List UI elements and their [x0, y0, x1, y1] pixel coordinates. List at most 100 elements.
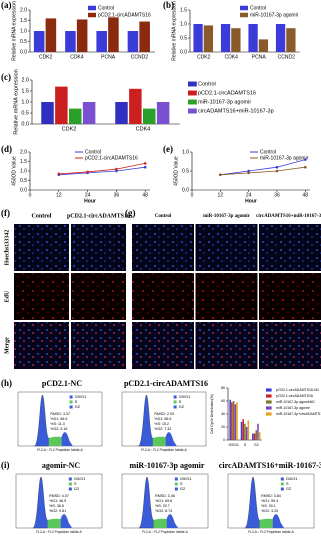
stat: RMSD: 3.37 — [50, 412, 70, 416]
micrograph — [195, 224, 258, 271]
y-tick-label: 0 — [223, 438, 225, 442]
legend-label: miR-10167-3p agomir — [198, 99, 251, 105]
legend-swatch — [280, 482, 284, 486]
panel-label: (b) — [163, 0, 174, 10]
bar — [252, 433, 254, 440]
legend-swatch — [174, 482, 178, 486]
column-header: pCD2.1-circADAMTS16 — [67, 213, 130, 219]
y-tick-label: 60 — [221, 399, 225, 403]
legend-label: S — [286, 481, 289, 486]
legend-label: miR-10167-3p agomirNC — [276, 400, 315, 404]
bar — [55, 86, 68, 124]
x-tick-label: PCNA — [252, 54, 267, 60]
stat: RMSD: 2.93 — [154, 412, 174, 416]
legend-label: pCD2.1-circADAMTS16 — [198, 90, 256, 96]
legend-label: pCD2.1-circADAMTS16 — [85, 155, 138, 161]
legend-label: G2 — [179, 404, 185, 409]
legend-label: miR-10167-3p agomir — [276, 406, 311, 410]
legend-swatch — [69, 400, 73, 404]
x-tick-label: 36 — [114, 192, 120, 198]
s-phase — [47, 518, 61, 528]
point — [275, 169, 279, 173]
bar — [253, 433, 256, 440]
y-tick-label: 1.5 — [20, 159, 27, 165]
legend-label: G2 — [180, 486, 186, 491]
legend-label: G0/G1 — [286, 476, 299, 481]
legend-label: G0/G1 — [179, 394, 192, 399]
y-tick-label: 1.0 — [20, 28, 27, 34]
point — [143, 165, 147, 169]
plot-title: pCD2.1-circADAMTS16 — [124, 379, 208, 388]
stat: %G2: 7.42 — [154, 427, 171, 431]
row-label: EdU — [4, 290, 10, 302]
legend-label: S — [74, 481, 77, 486]
y-tick-label: 0.5 — [20, 178, 27, 184]
plot-title: pCD2.1-NC — [42, 379, 82, 388]
panel-label: (d) — [1, 144, 12, 154]
bar — [69, 108, 82, 124]
row-label: Hoechst33342 — [4, 230, 10, 266]
plot-title: circADAMTS16+miR-10167-3p — [219, 461, 321, 470]
micrograph — [71, 273, 126, 320]
y-tick-label: 1.0 — [21, 99, 29, 105]
legend-label: G2 — [75, 404, 81, 409]
legend-swatch — [280, 487, 284, 491]
legend-swatch — [188, 108, 197, 114]
point — [115, 167, 118, 171]
legend-swatch — [173, 405, 177, 409]
stat: RMSD: 4.07 — [49, 494, 69, 498]
bar — [108, 17, 119, 53]
bar — [115, 102, 128, 124]
legend-label: pCD2.1-circADAMTS16-NC — [276, 388, 320, 392]
x-axis-label: FL2-A :: FL2 Propidium Iodide-A — [248, 530, 294, 534]
micrograph — [195, 273, 258, 320]
stat: %G1: 59.4 — [261, 499, 278, 503]
stat: %G2: 8.74 — [155, 509, 172, 513]
stat: %S: 30.1 — [261, 504, 276, 508]
legend-swatch — [68, 482, 72, 486]
x-tick-label: S — [244, 443, 247, 447]
x-axis-label: FL2-A :: FL2 Propidium Iodide-A — [36, 530, 82, 534]
legend-swatch — [266, 394, 272, 398]
y-axis-label: 450OD Value — [173, 156, 179, 186]
y-tick-label: 1.0 — [182, 149, 189, 155]
y-tick-label: 0.5 — [20, 39, 27, 45]
point — [303, 158, 307, 161]
panel-label: (f) — [1, 208, 10, 218]
y-tick-label: 40 — [221, 412, 225, 416]
legend-swatch — [266, 400, 272, 404]
legend-label: G2 — [286, 486, 292, 491]
bar — [203, 25, 214, 52]
bar — [129, 88, 142, 124]
bar — [286, 28, 296, 52]
legend-label: Control — [198, 81, 216, 87]
legend-label: Control — [85, 149, 101, 155]
legend-swatch — [68, 477, 72, 481]
bar — [193, 24, 203, 52]
micrograph — [132, 224, 194, 271]
stat: %G1: 69.8 — [155, 499, 172, 503]
column-header: circADAMTS16+miR-10167-3p — [256, 214, 321, 219]
y-tick-label: 1.0 — [180, 21, 187, 27]
legend-swatch — [188, 81, 197, 87]
g1-peak — [138, 476, 154, 529]
bar — [245, 427, 248, 440]
y-axis-label: 450OD Value — [11, 156, 17, 186]
x-tick-label: PCNA — [101, 54, 116, 60]
stat: %S: 20.7 — [155, 504, 170, 508]
legend-swatch — [69, 405, 73, 409]
legend-swatch — [173, 395, 177, 399]
g1-peak — [138, 394, 153, 447]
legend-label: S — [180, 481, 183, 486]
legend-label: pCD2.1-circADAMTS16 — [98, 12, 151, 18]
x-tick-label: G2 — [254, 443, 259, 447]
x-tick-label: 48 — [302, 192, 308, 198]
legend-swatch — [240, 12, 248, 18]
g2-peak — [165, 432, 177, 446]
legend-label: pCD2.1-circADAMTS16 — [276, 394, 313, 398]
legend-label: miR-10167-3p+circADAMTS16 — [276, 412, 321, 416]
legend-swatch — [266, 388, 272, 392]
panel-label: (g) — [125, 208, 136, 218]
stat: %G1: 46.9 — [49, 499, 66, 503]
bar — [275, 24, 286, 52]
